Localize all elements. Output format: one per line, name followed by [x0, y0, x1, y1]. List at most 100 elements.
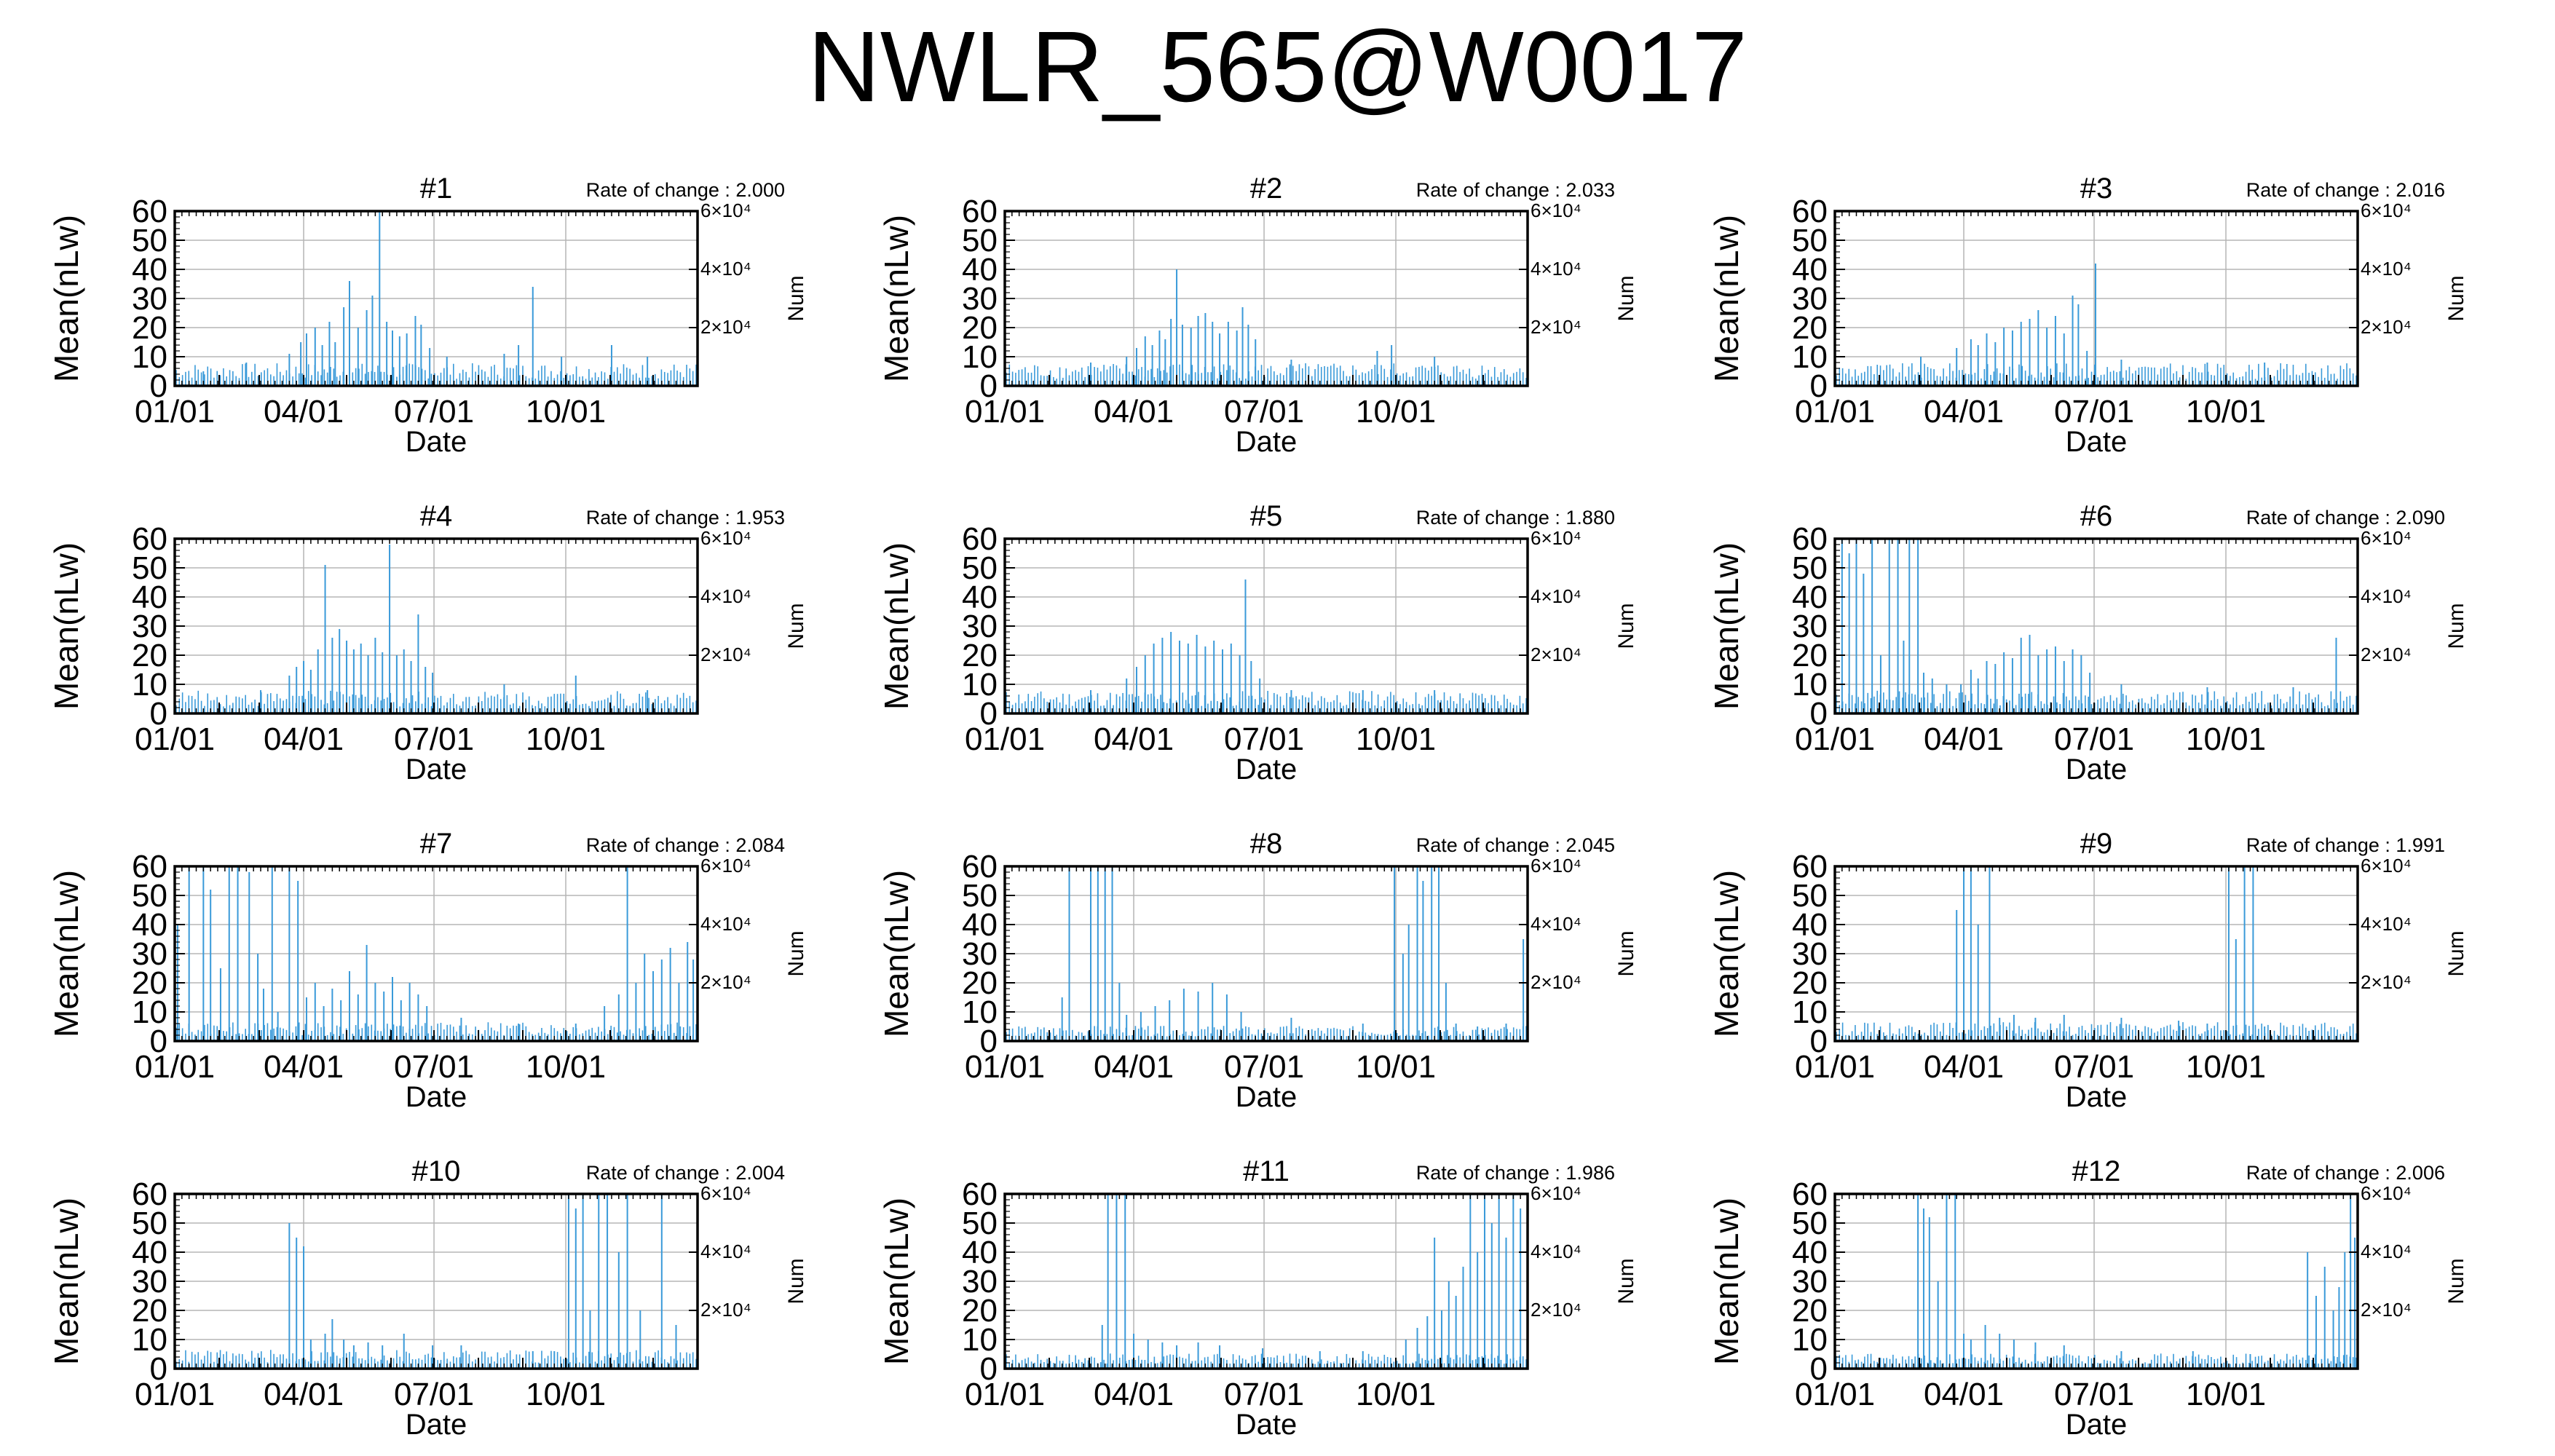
x-tick-label: 04/01: [1924, 721, 2004, 757]
x-axis-title: Date: [2066, 1081, 2128, 1113]
y2-tick-label: 4×10⁴: [1531, 913, 1581, 935]
y-axis-title: Mean(nLw): [47, 870, 85, 1037]
y2-axis-title: Num: [784, 930, 808, 976]
x-axis-title: Date: [1236, 753, 1298, 786]
y-tick-label: 0: [150, 696, 167, 732]
x-tick-label: 07/01: [394, 394, 474, 430]
x-tick-label: 07/01: [394, 1377, 474, 1412]
x-tick-label: 07/01: [2054, 394, 2134, 430]
y-tick-label: 0: [150, 1024, 167, 1059]
rate-of-change-label: Rate of change : 1.880: [1416, 507, 1615, 529]
y2-tick-label: 4×10⁴: [700, 1241, 751, 1262]
panel-title: #3: [2080, 173, 2113, 205]
y-tick-label: 20: [132, 310, 167, 346]
y-tick-label: 60: [132, 1176, 167, 1212]
y-tick-label: 0: [980, 696, 998, 732]
y-tick-label: 40: [962, 907, 998, 943]
y-tick-label: 40: [962, 579, 998, 615]
rate-of-change-label: Rate of change : 2.016: [2246, 179, 2445, 201]
y2-tick-label: 4×10⁴: [2361, 258, 2412, 280]
y-tick-label: 60: [1792, 521, 1828, 557]
y-tick-label: 20: [132, 1293, 167, 1329]
y2-tick-label: 6×10⁴: [1531, 1182, 1581, 1204]
y-tick-label: 10: [132, 1322, 167, 1358]
y-tick-label: 30: [1792, 281, 1828, 317]
y2-tick-label: 6×10⁴: [2361, 527, 2412, 549]
y-tick-label: 10: [962, 339, 998, 375]
y-tick-label: 0: [980, 1024, 998, 1059]
panel-title: #4: [420, 500, 453, 532]
y-tick-label: 40: [962, 1235, 998, 1270]
y-tick-label: 40: [132, 907, 167, 943]
y-tick-label: 50: [962, 1206, 998, 1241]
y-tick-label: 10: [132, 339, 167, 375]
x-tick-label: 07/01: [1224, 1049, 1304, 1085]
y2-tick-label: 2×10⁴: [2361, 316, 2412, 338]
y2-tick-label: 4×10⁴: [2361, 913, 2412, 935]
y-tick-label: 30: [962, 609, 998, 644]
y2-tick-label: 2×10⁴: [1531, 1299, 1581, 1321]
y-tick-label: 30: [962, 1264, 998, 1299]
y2-tick-label: 4×10⁴: [1531, 585, 1581, 607]
panel-title: #2: [1250, 173, 1283, 205]
y-tick-label: 0: [150, 368, 167, 404]
y2-tick-label: 2×10⁴: [700, 971, 751, 993]
y-tick-label: 10: [1792, 1322, 1828, 1358]
panel-title: #10: [412, 1155, 461, 1187]
y-tick-label: 60: [962, 521, 998, 557]
y-tick-label: 10: [962, 1322, 998, 1358]
rate-of-change-label: Rate of change : 2.033: [1416, 179, 1615, 201]
y-tick-label: 10: [1792, 667, 1828, 703]
y-axis-title: Mean(nLw): [47, 1198, 85, 1365]
x-axis-title: Date: [1236, 1081, 1298, 1113]
x-axis-title: Date: [406, 1081, 467, 1113]
x-tick-label: 07/01: [1224, 394, 1304, 430]
panel-title: #9: [2080, 828, 2113, 860]
y-tick-label: 50: [1792, 878, 1828, 914]
x-tick-label: 04/01: [1094, 721, 1174, 757]
y-tick-label: 60: [1792, 849, 1828, 885]
rate-of-change-label: Rate of change : 2.000: [586, 179, 785, 201]
y-tick-label: 0: [1810, 1024, 1828, 1059]
x-tick-label: 10/01: [2186, 394, 2266, 430]
x-tick-label: 10/01: [2186, 1049, 2266, 1085]
y-tick-label: 20: [1792, 638, 1828, 673]
x-axis-title: Date: [2066, 753, 2128, 786]
y-tick-label: 20: [962, 638, 998, 673]
x-tick-label: 04/01: [264, 1049, 344, 1085]
x-tick-label: 07/01: [394, 1049, 474, 1085]
y-tick-label: 0: [980, 1351, 998, 1387]
y2-tick-label: 2×10⁴: [2361, 644, 2412, 665]
y-axis-title: Mean(nLw): [1707, 542, 1745, 710]
x-tick-label: 04/01: [1094, 1049, 1174, 1085]
x-tick-label: 04/01: [1924, 1049, 2004, 1085]
y-tick-label: 10: [1792, 994, 1828, 1030]
x-axis-title: Date: [406, 426, 467, 458]
y2-tick-label: 2×10⁴: [700, 1299, 751, 1321]
rate-of-change-label: Rate of change : 1.986: [1416, 1162, 1615, 1184]
x-axis-title: Date: [406, 753, 467, 786]
x-axis-title: Date: [1236, 426, 1298, 458]
panel-title: #7: [420, 828, 453, 860]
y-tick-label: 20: [1792, 965, 1828, 1001]
panel-title: #1: [420, 173, 453, 205]
y2-tick-label: 4×10⁴: [700, 258, 751, 280]
y2-axis-title: Num: [2444, 275, 2468, 321]
y2-tick-label: 2×10⁴: [700, 316, 751, 338]
y-tick-label: 60: [962, 194, 998, 229]
x-tick-label: 10/01: [526, 394, 606, 430]
y-tick-label: 0: [1810, 1351, 1828, 1387]
y-tick-label: 60: [962, 849, 998, 885]
y-tick-label: 40: [1792, 907, 1828, 943]
y-tick-label: 50: [1792, 223, 1828, 258]
x-tick-label: 10/01: [1356, 721, 1436, 757]
y2-tick-label: 2×10⁴: [700, 644, 751, 665]
y-axis-title: Mean(nLw): [1707, 215, 1745, 382]
y-tick-label: 50: [132, 1206, 167, 1241]
x-tick-label: 10/01: [526, 721, 606, 757]
